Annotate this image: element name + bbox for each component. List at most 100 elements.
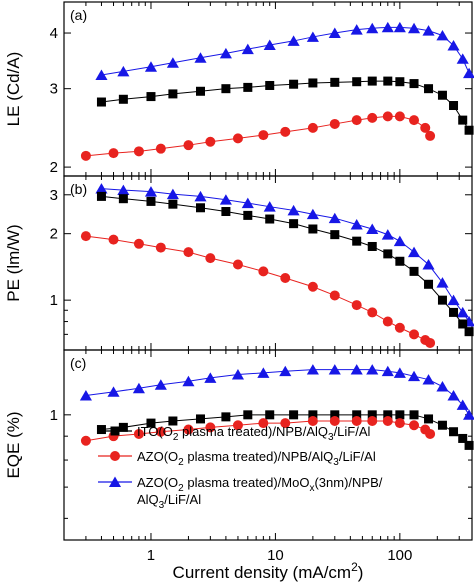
data-point-azo xyxy=(258,418,269,429)
data-point-azo xyxy=(351,416,362,427)
legend-text-part: (3nm)/NPB/ xyxy=(314,475,382,490)
series-line-ito xyxy=(101,195,470,332)
data-point-ito xyxy=(449,427,459,437)
legend-text-part: AZO(O xyxy=(137,449,178,464)
legend-entry-moox: AZO(O2 plasma treated)/MoOx(3nm)/NPB/AlQ… xyxy=(98,475,383,511)
data-point-ito xyxy=(289,219,299,229)
data-point-moox xyxy=(219,47,232,59)
data-point-azo xyxy=(367,307,378,318)
data-point-moox xyxy=(287,204,300,216)
data-point-moox xyxy=(144,186,158,197)
data-point-moox xyxy=(328,27,341,38)
data-point-azo xyxy=(258,266,269,277)
data-point-moox xyxy=(456,399,469,410)
legend-text-part: /LiF/Al xyxy=(164,492,201,507)
data-point-moox xyxy=(456,306,469,318)
data-point-azo xyxy=(232,259,243,270)
data-point-moox xyxy=(279,365,292,377)
legend-text-part: /LiF/Al xyxy=(334,424,371,439)
legend-text-part: /LiF/Al xyxy=(339,449,376,464)
data-point-moox xyxy=(166,57,179,68)
panel-label: (a) xyxy=(70,7,87,23)
x-axis-title: Current density (mA/cm2) xyxy=(173,560,364,582)
data-point-moox xyxy=(456,53,469,64)
data-point-moox xyxy=(328,364,341,375)
data-point-azo xyxy=(232,133,243,144)
data-point-ito xyxy=(221,207,231,217)
data-point-azo xyxy=(351,300,362,311)
data-point-moox xyxy=(166,188,179,200)
data-point-ito xyxy=(383,249,393,259)
data-point-moox xyxy=(366,22,379,34)
data-point-ito xyxy=(221,84,231,94)
data-point-ito xyxy=(409,266,419,276)
data-point-ito xyxy=(367,410,377,420)
legend-text-part: plasma treated)/NPB/AlQ xyxy=(184,449,334,464)
x-tick-label: 1 xyxy=(147,547,155,564)
data-point-moox xyxy=(463,67,474,79)
data-point-azo xyxy=(425,130,436,141)
panel-1: 2 3 4 LE (Cd/A) (a) xyxy=(4,1,474,177)
legend-text-part: ITO(O xyxy=(137,424,173,439)
data-point-azo xyxy=(155,143,166,154)
data-point-azo xyxy=(280,272,291,283)
data-point-moox xyxy=(95,183,108,194)
data-point-ito xyxy=(118,94,128,104)
data-point-ito xyxy=(449,101,459,111)
data-point-moox xyxy=(447,390,460,401)
data-point-ito xyxy=(367,76,377,86)
data-point-azo xyxy=(307,416,318,427)
data-point-azo xyxy=(367,112,378,123)
y-tick-label: 3 xyxy=(50,187,58,204)
data-point-azo xyxy=(108,234,119,245)
data-point-ito xyxy=(352,410,362,420)
data-point-ito xyxy=(383,76,393,86)
data-point-moox xyxy=(350,364,363,375)
data-point-ito xyxy=(195,414,205,424)
data-point-ito xyxy=(96,191,106,201)
data-point-azo xyxy=(133,146,144,157)
series-ito xyxy=(96,76,474,135)
legend-text-part: AlQ xyxy=(137,492,159,507)
legend-text-part: 2 xyxy=(178,483,184,494)
data-point-ito xyxy=(409,410,419,420)
panel-label: (b) xyxy=(70,181,87,197)
legend-marker-moox xyxy=(108,476,122,487)
x-tick-label: 100 xyxy=(387,547,412,564)
y-tick-label: 1 xyxy=(50,292,58,309)
y-tick-label: 4 xyxy=(50,25,58,42)
data-point-moox xyxy=(393,235,406,247)
y-axis-title: PE (lm/W) xyxy=(4,224,23,301)
data-point-azo xyxy=(232,420,243,431)
data-point-ito xyxy=(146,196,156,206)
data-point-ito xyxy=(265,410,275,420)
data-point-moox xyxy=(257,367,270,378)
data-point-ito xyxy=(243,82,253,92)
data-point-ito xyxy=(243,210,253,220)
y-tick-label: 2 xyxy=(50,159,58,176)
data-point-ito xyxy=(458,319,468,329)
data-point-ito xyxy=(330,410,340,420)
legend-marker-ito xyxy=(110,426,120,436)
data-point-moox xyxy=(306,31,319,42)
data-point-azo xyxy=(409,420,420,431)
data-point-ito xyxy=(464,125,474,135)
data-point-ito xyxy=(464,440,474,450)
data-point-moox xyxy=(422,259,435,270)
data-point-moox xyxy=(447,40,460,51)
data-point-ito xyxy=(330,77,340,87)
data-point-ito xyxy=(424,279,434,289)
data-point-azo xyxy=(409,329,420,340)
data-point-ito xyxy=(243,410,253,420)
data-point-ito xyxy=(289,410,299,420)
data-point-ito xyxy=(395,77,405,87)
y-axis-title: EQE (%) xyxy=(4,411,23,478)
data-point-moox xyxy=(182,375,195,387)
y-tick-label: 1 xyxy=(50,407,58,424)
data-point-ito xyxy=(168,416,178,426)
data-point-azo xyxy=(280,418,291,429)
data-point-moox xyxy=(422,25,435,36)
data-point-ito xyxy=(221,412,231,422)
data-point-moox xyxy=(436,380,449,392)
data-point-moox xyxy=(219,194,232,205)
